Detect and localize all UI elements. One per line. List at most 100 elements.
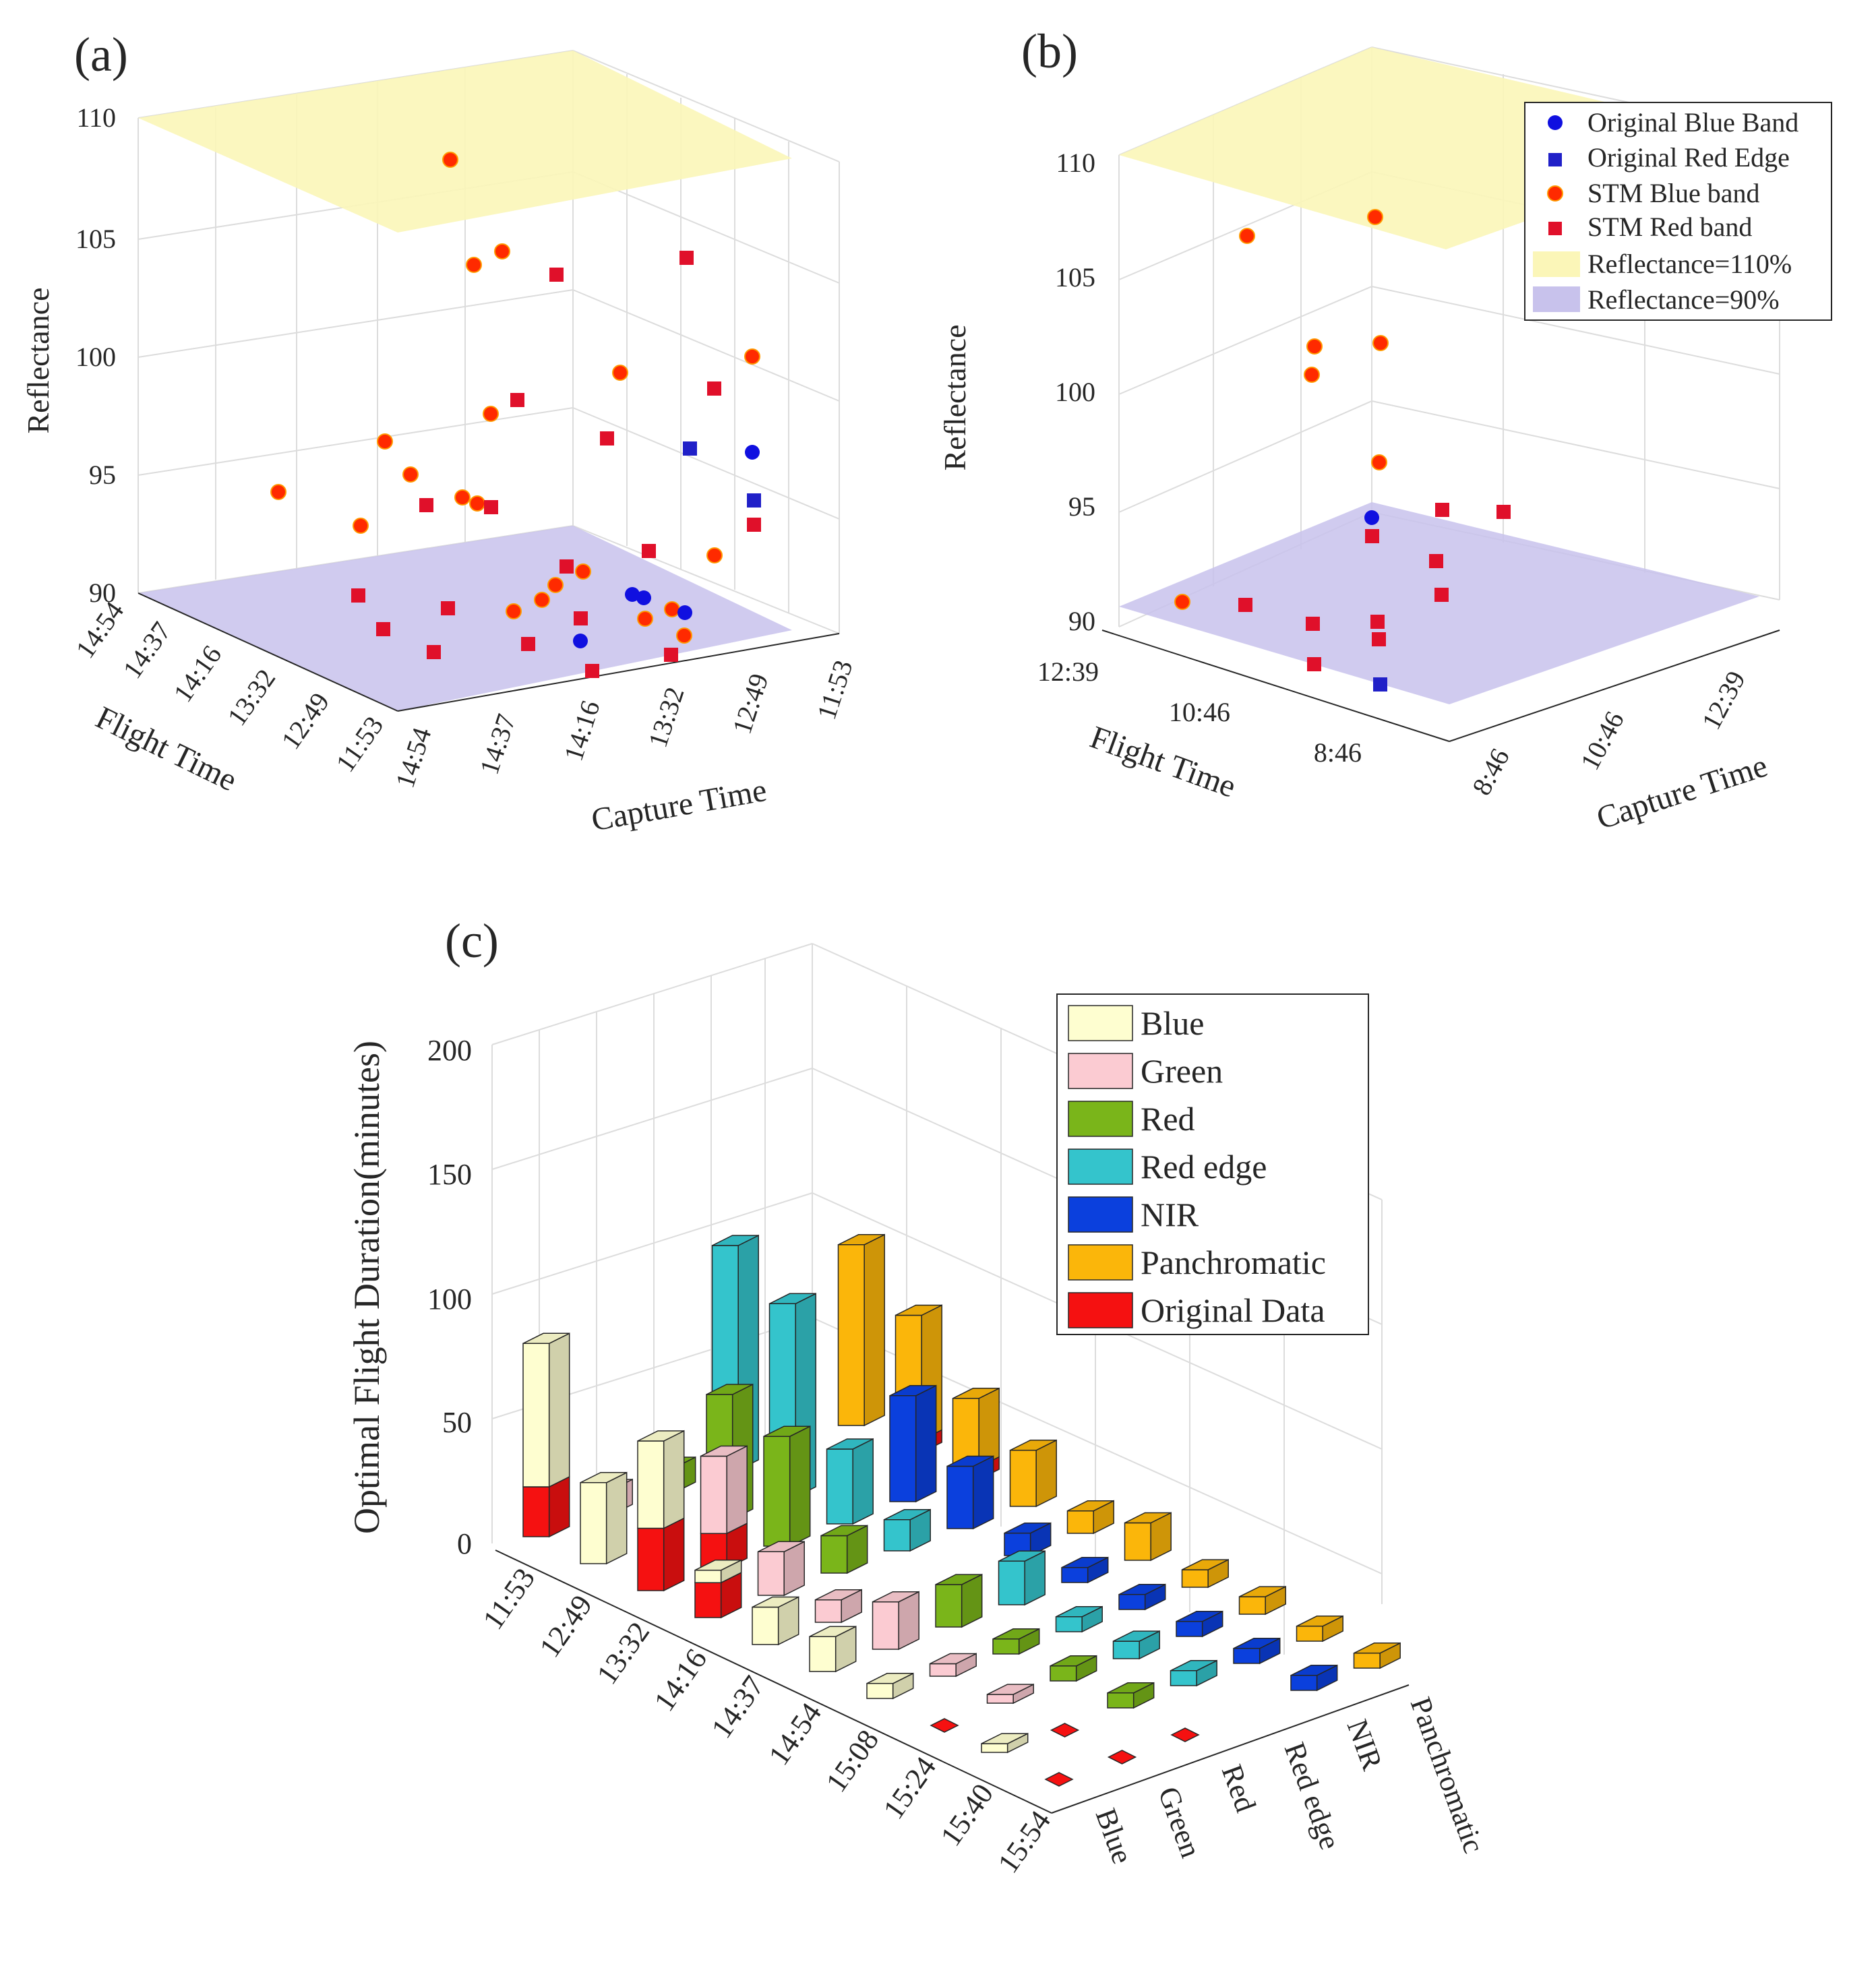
z-tick-label: 200: [427, 1034, 472, 1067]
data-point: [1306, 617, 1320, 631]
bar: [1061, 1556, 1109, 1584]
bar: [872, 1591, 919, 1651]
flight-tick-label: 14:37: [117, 616, 177, 683]
data-point: [549, 268, 564, 282]
legend-swatch: [1068, 1244, 1133, 1281]
bar: [700, 1445, 748, 1570]
data-point: [442, 152, 458, 168]
legend-item: NIR: [1068, 1196, 1199, 1233]
bar: [1170, 1727, 1200, 1742]
data-point: [744, 348, 760, 365]
bar: [809, 1625, 857, 1673]
capture-tick-label: 12:49: [727, 670, 775, 738]
legend-item: Original Data: [1068, 1291, 1325, 1329]
flight-tick-label: 12:49: [275, 687, 335, 754]
legend-label: STM Blue band: [1587, 178, 1760, 208]
time-tick-label: 13:32: [591, 1616, 657, 1690]
bar: [935, 1573, 983, 1628]
z-tick-label: 90: [1068, 606, 1095, 636]
bar: [1181, 1558, 1229, 1589]
legend-label: Original Red Edge: [1587, 142, 1790, 173]
data-point: [575, 563, 591, 580]
data-point: [1364, 510, 1379, 525]
panel-c-time-axis: [495, 1549, 1052, 1814]
panel-c-legend: Blue Green Red Red edge NIR Panchromatic: [1056, 993, 1369, 1335]
bar: [981, 1732, 1029, 1754]
flight-tick-label: 12:39: [1037, 656, 1099, 687]
data-point: [510, 393, 524, 407]
band-tick-label: NIR: [1341, 1715, 1389, 1775]
data-point: [494, 243, 510, 259]
bar: [883, 1508, 931, 1552]
legend-label: Green: [1141, 1052, 1223, 1090]
legend-marker-square: [1548, 153, 1562, 166]
legend-label: STM Red band: [1587, 212, 1752, 242]
legend-label: Red edge: [1141, 1148, 1267, 1186]
panel-b-zlabel: Reflectance: [938, 324, 972, 470]
legend-marker-circle: [1547, 185, 1563, 202]
data-point: [1174, 594, 1190, 610]
bar: [992, 1628, 1040, 1655]
band-tick-label: Panchromatic: [1404, 1693, 1491, 1858]
data-point: [1238, 598, 1252, 612]
bar: [814, 1589, 862, 1624]
bar: [1170, 1659, 1217, 1687]
bar: [1066, 1500, 1114, 1535]
data-point: [402, 466, 419, 483]
flight-tick-label: 14:54: [69, 596, 129, 663]
legend-label: Panchromatic: [1141, 1244, 1326, 1281]
panel-b-flight-ticks: 12:39 10:46 8:46: [1037, 656, 1362, 768]
capture-tick-label: 8:46: [1466, 743, 1515, 800]
panel-b-z-ticks: 90 95 100 105 110: [1055, 148, 1095, 636]
data-point: [573, 634, 588, 648]
data-point: [574, 611, 588, 625]
data-point: [351, 588, 365, 603]
data-point: [353, 518, 369, 534]
data-point: [1434, 588, 1449, 602]
z-tick-label: 50: [442, 1406, 472, 1439]
bar: [1050, 1723, 1080, 1738]
data-point: [376, 622, 390, 636]
panel-c-band-ticks: Blue Green Red Red edge NIR Panchromatic: [1089, 1693, 1491, 1868]
panel-a-plane-90: [138, 526, 792, 711]
capture-tick-label: 10:46: [1574, 706, 1630, 775]
z-tick-label: 110: [76, 102, 116, 133]
legend-swatch: [1068, 1005, 1133, 1041]
flight-tick-label: 13:32: [221, 663, 281, 731]
data-point: [534, 592, 550, 608]
bar: [522, 1332, 570, 1538]
bar: [1290, 1664, 1338, 1692]
z-tick-label: 100: [427, 1283, 472, 1316]
bar: [929, 1653, 977, 1678]
legend-item: Red: [1068, 1100, 1195, 1138]
panel-a-z-ticks: 90 95 100 105 110: [75, 102, 116, 608]
capture-tick-label: 13:32: [642, 683, 690, 751]
data-point: [419, 498, 433, 512]
panel-b-xlabel: Flight Time: [1085, 719, 1240, 805]
bar: [763, 1425, 811, 1547]
data-point: [664, 648, 678, 662]
z-tick-label: 95: [89, 460, 116, 490]
data-point: [642, 544, 656, 558]
band-tick-label: Blue: [1089, 1804, 1139, 1868]
data-point: [612, 365, 628, 381]
panel-b-legend: Original Blue Band Original Red Edge STM…: [1524, 102, 1832, 321]
bar: [820, 1525, 868, 1574]
capture-tick-label: 12:39: [1695, 666, 1751, 735]
data-point: [636, 590, 651, 605]
data-point: [1496, 505, 1511, 519]
legend-item: Reflectance=110%: [1533, 249, 1792, 279]
legend-item: Original Blue Band: [1548, 107, 1798, 137]
legend-label: Reflectance=110%: [1587, 249, 1792, 279]
legend-patch: [1533, 251, 1580, 277]
capture-tick-label: 11:53: [811, 656, 858, 723]
band-tick-label: Red: [1215, 1760, 1263, 1816]
data-point: [1304, 367, 1320, 383]
data-point: [625, 587, 640, 602]
legend-label: NIR: [1141, 1196, 1199, 1233]
data-point: [427, 645, 441, 659]
bar: [752, 1596, 799, 1646]
data-point: [1370, 615, 1385, 629]
panel-a-ylabel: Capture Time: [588, 772, 769, 838]
